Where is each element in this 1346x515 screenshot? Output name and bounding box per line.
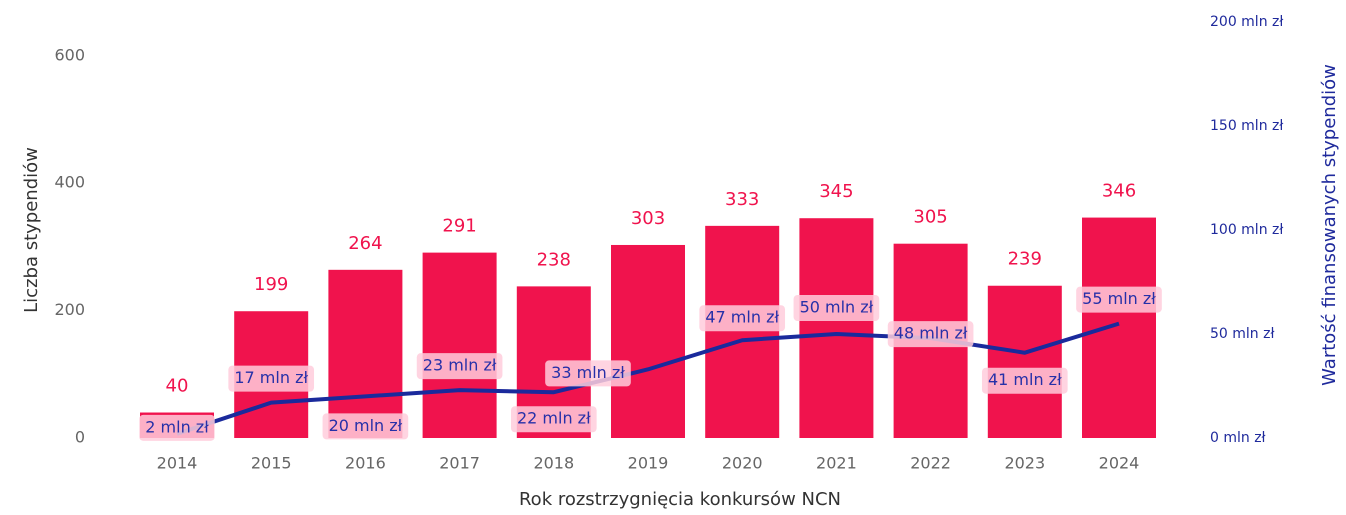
y2-tick-label: 0 mln zł [1210, 430, 1266, 446]
y2-axis-label: Wartość finansowanych stypendiów [1319, 64, 1340, 386]
bar [987, 285, 1062, 438]
line-label-box [416, 353, 503, 380]
line-label-box [228, 365, 315, 392]
bar [1082, 217, 1156, 438]
line-label-box [793, 295, 880, 321]
bar-value-label: 238 [537, 249, 571, 270]
line-label-box [510, 406, 597, 433]
line-value-label: 22 mln zł [517, 409, 591, 428]
line-label-box [887, 321, 974, 348]
x-tick-label: 2023 [1004, 454, 1045, 473]
y-axis-label: Liczba stypendiów [21, 147, 42, 313]
y2-tick-label: 200 mln zł [1210, 14, 1283, 30]
line-value-label: 23 mln zł [423, 356, 497, 375]
line-label-box [139, 414, 215, 441]
y2-tick-label: 100 mln zł [1210, 222, 1283, 238]
line-label-box [1076, 286, 1162, 313]
line-value-label: 33 mln zł [551, 363, 625, 382]
y-tick-label: 600 [54, 45, 85, 64]
bar-value-label: 346 [1102, 181, 1136, 202]
x-tick-label: 2021 [816, 454, 857, 473]
bar-value-label: 303 [631, 208, 665, 229]
bar [422, 252, 497, 438]
bar-value-label: 305 [913, 207, 947, 228]
y2-tick-label: 150 mln zł [1210, 118, 1283, 134]
bar [799, 218, 874, 438]
x-tick-label: 2024 [1099, 454, 1140, 473]
line-value-label: 55 mln zł [1082, 289, 1156, 308]
line-value-label: 50 mln zł [800, 298, 874, 317]
line-value-label: 41 mln zł [988, 370, 1062, 389]
x-tick-label: 2020 [722, 454, 763, 473]
bar [705, 225, 780, 438]
line-value-label: 17 mln zł [234, 368, 308, 387]
line-label-box [322, 413, 409, 440]
y-tick-label: 200 [54, 300, 85, 319]
line-label-box [545, 360, 631, 387]
x-tick-label: 2019 [628, 454, 669, 473]
x-tick-label: 2022 [910, 454, 951, 473]
bar-value-label: 333 [725, 189, 759, 210]
bar-value-label: 239 [1008, 249, 1042, 270]
bar [611, 244, 685, 438]
bar [328, 269, 403, 438]
x-tick-label: 2018 [533, 454, 574, 473]
bar-value-label: 40 [166, 376, 189, 397]
bar-value-label: 345 [819, 181, 853, 202]
line-value-label: 47 mln zł [705, 308, 779, 327]
bar-value-label: 264 [348, 233, 382, 254]
bar-value-label: 291 [442, 216, 476, 237]
y-tick-label: 0 [75, 428, 85, 447]
line-value-label: 2 mln zł [145, 417, 209, 436]
line-value-label: 48 mln zł [894, 324, 968, 343]
line-value-label: 20 mln zł [329, 416, 403, 435]
x-tick-label: 2016 [345, 454, 386, 473]
line-label-box [981, 367, 1068, 394]
y-tick-label: 400 [54, 173, 85, 192]
x-axis-label: Rok rozstrzygnięcia konkursów NCN [519, 489, 841, 510]
x-tick-label: 2014 [157, 454, 198, 473]
y2-tick-label: 50 mln zł [1210, 326, 1274, 342]
x-tick-label: 2015 [251, 454, 292, 473]
x-tick-label: 2017 [439, 454, 480, 473]
bar-value-label: 199 [254, 274, 288, 295]
line-label-box [699, 305, 786, 332]
